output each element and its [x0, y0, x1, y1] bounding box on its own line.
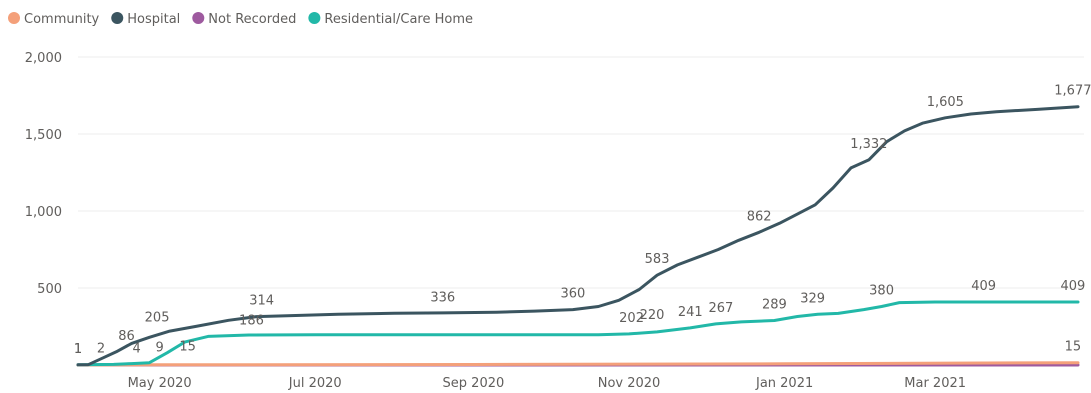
data-label: 205 [145, 310, 170, 325]
series-lines [76, 105, 1080, 367]
y-axis: 2,000 1,500 1,000 500 [25, 51, 62, 297]
data-label: 862 [747, 209, 772, 224]
data-label: 4 [133, 341, 141, 356]
legend-item-1[interactable]: Hospital [111, 12, 180, 27]
legend-swatch [8, 12, 20, 24]
legend-swatch [192, 12, 205, 24]
series-line-hospital[interactable] [76, 105, 1080, 367]
data-label: 409 [1060, 279, 1085, 294]
legend-swatch [308, 12, 321, 24]
x-tick-label: May 2020 [128, 376, 192, 391]
data-label: 220 [640, 308, 665, 323]
x-tick-label: Mar 2021 [904, 376, 966, 391]
data-label: 1,332 [850, 137, 887, 152]
data-label: 15 [179, 340, 196, 355]
data-label: 329 [800, 291, 825, 306]
data-label: 314 [249, 294, 274, 309]
data-label: 1,605 [927, 95, 964, 110]
data-label: 1 [74, 342, 82, 357]
data-label: 583 [645, 252, 670, 267]
x-tick-label: Jul 2020 [288, 376, 342, 391]
data-label: 1 [74, 342, 82, 357]
data-label: 380 [869, 283, 894, 298]
legend: Community Hospital Not Recorded Residential… [8, 12, 473, 27]
data-label: 86 [118, 329, 135, 344]
legend-label: Residential/Care Home [324, 12, 473, 27]
series-line-residential-care-home[interactable] [76, 300, 1080, 367]
x-tick-label: Sep 2020 [443, 376, 505, 391]
gridlines [78, 56, 1084, 289]
data-label: 9 [155, 341, 163, 356]
series-line-community[interactable] [76, 361, 1080, 367]
legend-item-2[interactable]: Not Recorded [192, 12, 296, 27]
data-label: 15 [1065, 340, 1082, 355]
legend-label: Community [24, 12, 100, 27]
legend-label: Hospital [127, 12, 180, 27]
y-tick-label: 500 [37, 282, 62, 297]
data-label: 2 [97, 342, 105, 357]
legend-swatch [111, 12, 124, 24]
data-label: 267 [708, 301, 733, 316]
data-label: 360 [560, 287, 585, 302]
data-label: 202 [619, 311, 644, 326]
y-tick-label: 2,000 [25, 51, 62, 66]
data-label: 409 [971, 279, 996, 294]
legend-item-0[interactable]: Community [8, 12, 100, 27]
data-label: 186 [239, 313, 264, 328]
data-label: 336 [430, 290, 455, 305]
legend-label: Not Recorded [208, 12, 296, 27]
x-tick-label: Jan 2021 [755, 376, 813, 391]
y-tick-label: 1,000 [25, 205, 62, 220]
data-label: 1,677 [1054, 84, 1091, 99]
data-label: 289 [762, 297, 787, 312]
x-tick-label: Nov 2020 [598, 376, 661, 391]
data-label: 241 [678, 305, 703, 320]
legend-item-3[interactable]: Residential/Care Home [308, 12, 473, 27]
x-axis: May 2020 Jul 2020 Sep 2020 Nov 2020 Jan 2021… [128, 376, 966, 391]
y-tick-label: 1,500 [25, 128, 62, 143]
